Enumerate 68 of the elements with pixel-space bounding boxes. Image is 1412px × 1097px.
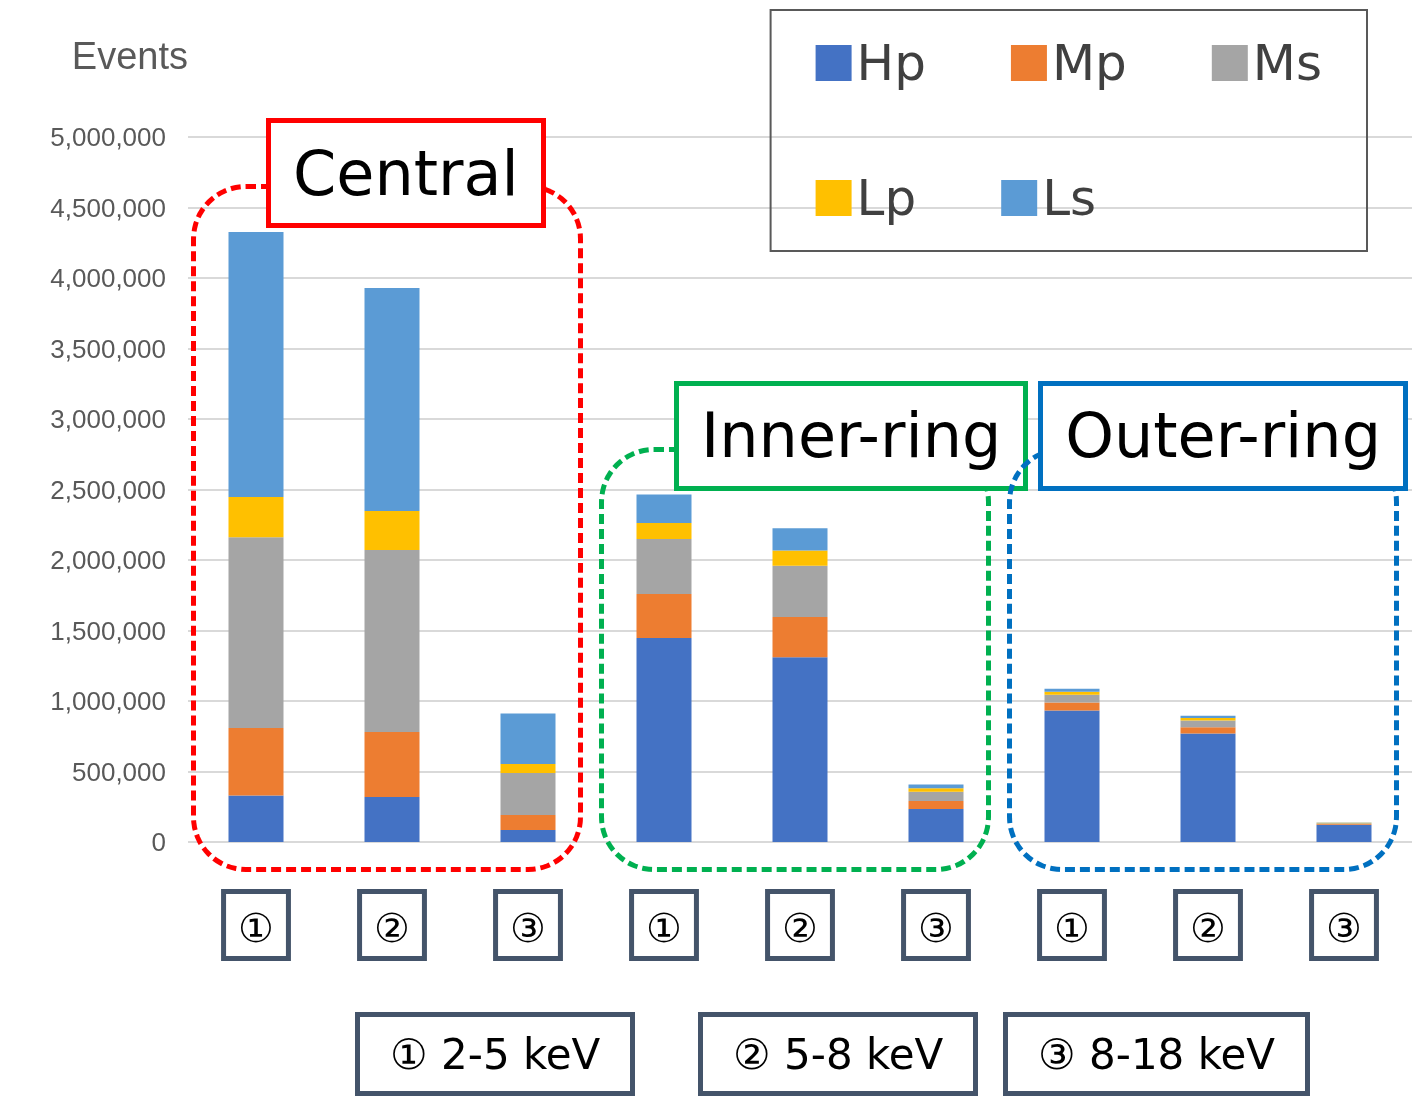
x-tick-label: ① xyxy=(238,905,274,951)
x-tick-label: ① xyxy=(1054,905,1090,951)
bar xyxy=(364,797,420,842)
bar xyxy=(1044,694,1100,703)
bar xyxy=(228,795,284,842)
x-tick-label: ② xyxy=(782,905,818,951)
legend-label: Mp xyxy=(1051,34,1127,92)
annotation: Outer-ring xyxy=(1038,380,1408,491)
y-axis-title: Events xyxy=(71,35,188,77)
bar xyxy=(364,288,420,511)
bar xyxy=(228,728,284,796)
bar xyxy=(636,523,692,539)
x-tick-label: ③ xyxy=(918,905,954,951)
bar xyxy=(364,732,420,798)
x-tick-label: ③ xyxy=(510,905,546,951)
legend-label: Ms xyxy=(1252,34,1323,92)
bar xyxy=(1180,727,1236,734)
y-tick-label: 1,500,000 xyxy=(50,615,166,646)
y-tick-label: 500,000 xyxy=(72,756,166,787)
bar xyxy=(228,496,284,538)
bar xyxy=(500,815,556,831)
y-tick-label: 2,000,000 xyxy=(50,545,166,575)
x-tick-label: ② xyxy=(374,905,410,951)
bar xyxy=(228,232,284,497)
y-tick-label: 1,000,000 xyxy=(50,686,166,716)
bar xyxy=(772,550,828,566)
bar xyxy=(636,593,692,638)
bar xyxy=(228,537,284,729)
y-tick-label: 4,500,000 xyxy=(50,192,166,223)
bar xyxy=(636,637,692,842)
bar xyxy=(772,657,828,842)
bar xyxy=(1180,733,1236,842)
bar xyxy=(908,800,964,810)
annotation: Inner-ring xyxy=(674,380,1029,491)
bar xyxy=(908,791,964,801)
x-tick-label: ① xyxy=(646,905,682,951)
y-tick-label: 3,000,000 xyxy=(50,404,166,434)
bar xyxy=(908,788,964,792)
bar xyxy=(772,616,828,658)
bar xyxy=(772,528,828,551)
bar xyxy=(1316,824,1372,842)
bar xyxy=(1044,702,1100,711)
bar xyxy=(500,830,556,842)
bar xyxy=(1180,720,1236,728)
y-tick-label: 5,000,000 xyxy=(50,122,166,152)
legend-label: Hp xyxy=(856,34,926,92)
legend-label: Lp xyxy=(856,169,917,227)
bar xyxy=(636,494,692,524)
x-tick-label: ② xyxy=(1190,905,1226,951)
y-tick-label: 0 xyxy=(151,827,166,857)
y-tick-label: 4,000,000 xyxy=(50,263,166,293)
bar xyxy=(1044,710,1100,842)
text: ① 2-5 keV xyxy=(355,1012,636,1096)
annotation: Central xyxy=(266,118,546,229)
bar xyxy=(500,713,556,765)
bar xyxy=(772,565,828,617)
legend-label: Ls xyxy=(1042,169,1097,227)
bar xyxy=(908,809,964,842)
bar xyxy=(364,510,420,550)
y-tick-label: 2,500,000 xyxy=(50,474,166,505)
x-tick-label: ③ xyxy=(1326,905,1362,951)
y-tick-label: 3,500,000 xyxy=(50,333,166,364)
text: ③ 8-18 keV xyxy=(1003,1012,1311,1096)
text: ② 5-8 keV xyxy=(698,1012,979,1096)
bar xyxy=(500,764,556,774)
bar xyxy=(636,538,692,594)
bar xyxy=(364,549,420,733)
bar xyxy=(500,773,556,816)
